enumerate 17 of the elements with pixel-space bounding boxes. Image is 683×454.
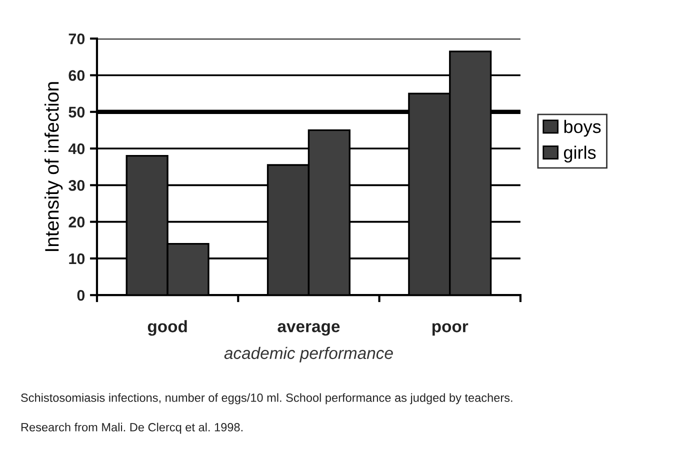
legend-label: boys: [564, 120, 601, 137]
legend-label: girls: [564, 146, 596, 163]
y-axis-title: Intensity of infection: [44, 82, 63, 251]
y-tick-label: 70: [68, 33, 85, 44]
x-tick-label: average: [278, 323, 340, 336]
y-tick-label: 50: [68, 106, 85, 118]
y-tick-label: 40: [68, 143, 85, 154]
x-tick-label: good: [148, 320, 187, 336]
text: Schistosomiasis infections, number of eggs/10 ml. School performance as judged by teachers.: [21, 393, 512, 404]
y-tick-label: 0: [77, 290, 85, 301]
y-tick-label: 10: [69, 253, 85, 264]
y-tick-label: 30: [68, 180, 85, 191]
x-axis-title: academic performance: [224, 346, 393, 362]
x-tick-label: poor: [432, 323, 468, 336]
text: Research from Mali. De Clercq et al. 1998.: [21, 422, 242, 434]
y-tick-label: 60: [68, 70, 85, 81]
y-tick-label: 20: [68, 216, 85, 228]
